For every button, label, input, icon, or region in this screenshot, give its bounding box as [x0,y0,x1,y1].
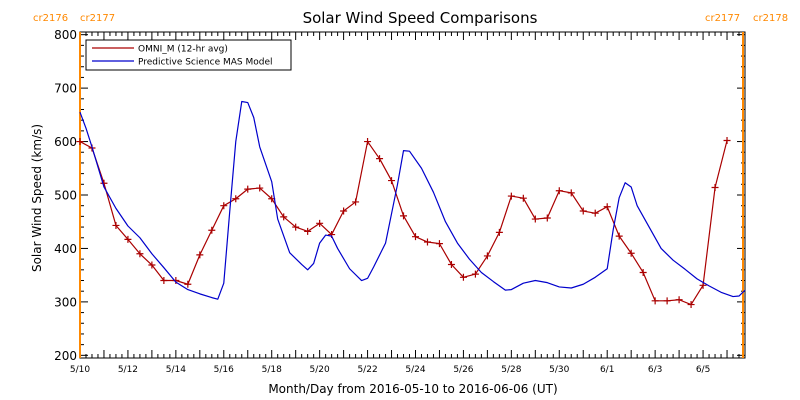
legend: OMNI_M (12-hr avg) Predictive Science MA… [85,39,292,71]
carrington-label-right-1: cr2177 [705,13,740,24]
data-point [400,212,408,220]
data-point [435,240,443,248]
data-point [244,185,252,193]
data-point [148,261,156,269]
data-point [543,214,551,222]
data-point [531,215,539,223]
y-tick-label: 400 [54,242,77,256]
x-tick-label: 5/28 [501,365,521,375]
data-point [423,238,431,246]
x-tick-label: 6/5 [696,365,710,375]
x-tick-label: 5/10 [70,365,90,375]
x-tick-label: 5/18 [262,365,282,375]
data-point [352,198,360,206]
data-point [160,277,168,285]
data-point [723,136,731,144]
data-point [471,270,479,278]
carrington-label-left-2: cr2177 [80,13,115,24]
legend-mas-label: Predictive Science MAS Model [138,58,273,68]
series-layer [76,100,746,309]
data-point [447,260,455,268]
data-point [687,301,695,309]
data-point [567,189,575,197]
data-point [483,252,491,260]
data-point [220,202,228,210]
data-point [76,138,84,146]
data-point [184,280,192,288]
data-point [495,228,503,236]
carrington-label-left-1: cr2176 [33,13,68,24]
x-tick-label: 5/22 [357,365,377,375]
x-tick-label: 5/26 [453,365,473,375]
x-tick-label: 5/12 [118,365,138,375]
y-tick-label: 700 [54,82,77,96]
y-tick-label: 300 [54,295,77,309]
data-point [639,268,647,276]
data-point [663,297,671,305]
x-tick-label: 5/30 [549,365,569,375]
y-axis-label: Solar Wind Speed (km/s) [30,124,44,272]
data-point [507,192,515,200]
tick-layer: 200 300 400 500 600 700 800 5/10 5/12 5/14 5/16 5/1… [54,28,746,375]
data-point [459,273,467,281]
data-point [124,235,132,243]
data-point [208,226,216,234]
data-point [615,232,623,240]
data-point [555,187,563,195]
data-point [627,249,635,257]
x-tick-label: 5/14 [166,365,186,375]
carrington-label-right-2: cr2178 [753,13,788,24]
data-point [711,184,719,192]
data-point [579,207,587,215]
x-tick-label: 5/24 [405,365,425,375]
y-tick-label: 500 [54,189,77,203]
data-point [292,223,300,231]
data-point [256,184,264,192]
data-point [388,177,396,185]
data-point [172,277,180,285]
x-tick-label: 5/16 [214,365,234,375]
data-point [196,251,204,259]
data-point [519,194,527,202]
data-point [340,207,348,215]
legend-omni-label: OMNI_M (12-hr avg) [138,45,228,55]
omni-series [76,136,731,309]
data-point [280,213,288,221]
legend-box [85,39,292,71]
data-point [675,296,683,304]
data-point [651,297,659,305]
carrington-lines [79,32,745,358]
y-tick-label: 600 [54,135,77,149]
data-point [316,219,324,227]
data-point [591,209,599,217]
x-tick-label: 5/20 [310,365,330,375]
data-point [376,155,384,163]
y-tick-label: 200 [54,349,77,363]
data-point [411,233,419,241]
mas-series [79,100,746,300]
x-tick-label: 6/1 [600,365,614,375]
data-point [136,250,144,258]
x-axis-label: Month/Day from 2016-05-10 to 2016-06-06 … [268,382,557,396]
data-point [603,203,611,211]
data-point [232,195,240,203]
chart-title: Solar Wind Speed Comparisons [303,9,538,27]
y-tick-label: 800 [54,28,77,42]
mas-series-line [79,100,746,300]
x-tick-label: 6/3 [648,365,662,375]
data-point [304,227,312,235]
data-point [364,138,372,146]
data-point [112,221,120,229]
